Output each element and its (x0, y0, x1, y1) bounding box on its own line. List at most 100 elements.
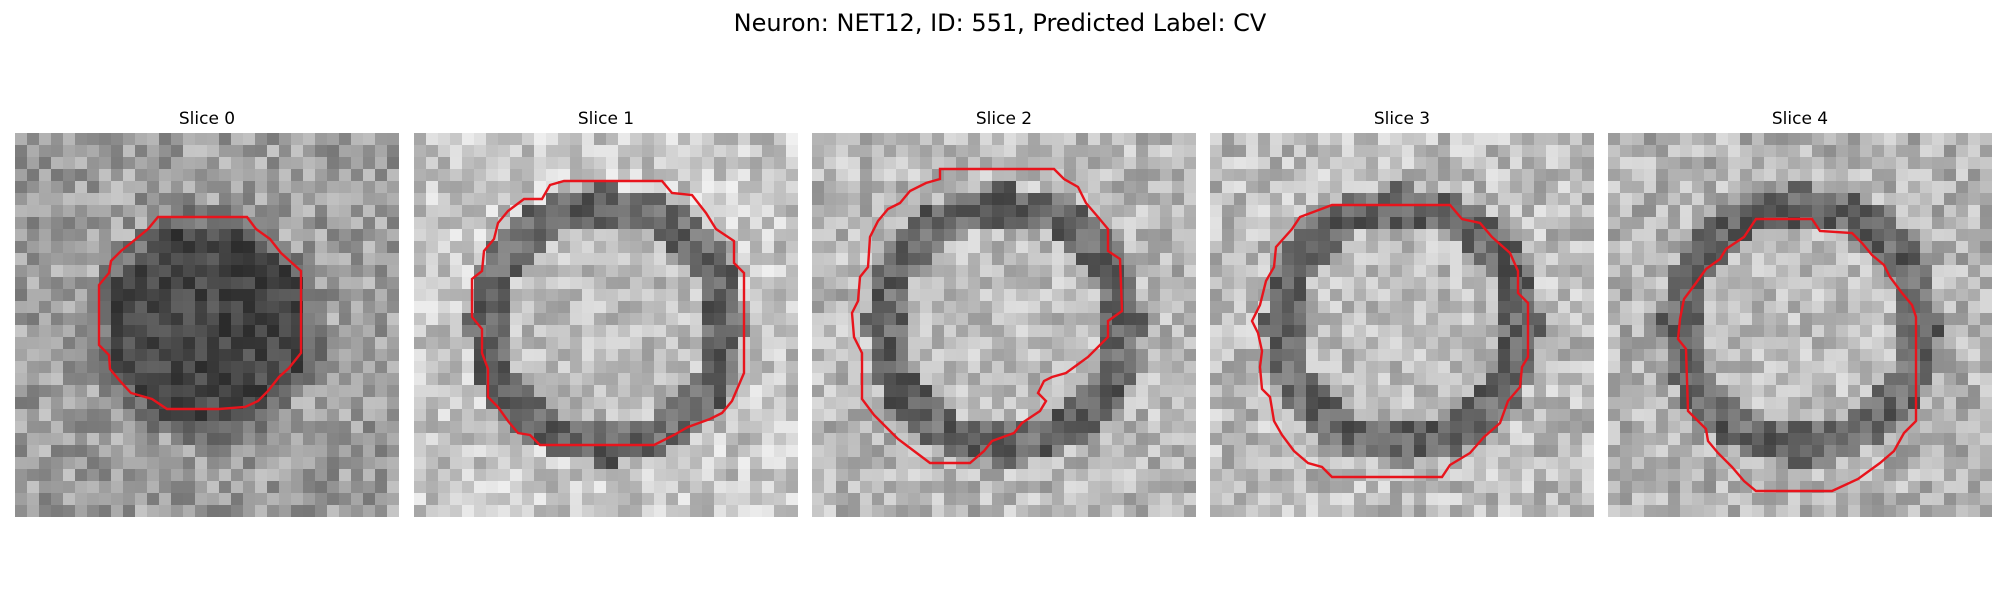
pixel (944, 421, 957, 434)
pixel (111, 193, 124, 206)
pixel (195, 457, 208, 470)
pixel (207, 493, 220, 506)
pixel (1390, 145, 1403, 158)
pixel (750, 301, 763, 314)
pixel (351, 361, 364, 374)
pixel (363, 493, 376, 506)
pixel (426, 445, 439, 458)
pixel (438, 433, 451, 446)
pixel (920, 409, 933, 422)
pixel (1378, 169, 1391, 182)
pixel (1100, 421, 1113, 434)
pixel (243, 481, 256, 494)
pixel (1450, 157, 1463, 170)
pixel (690, 265, 703, 278)
pixel (1570, 313, 1583, 326)
pixel (351, 193, 364, 206)
pixel (956, 241, 969, 254)
pixel (15, 289, 28, 302)
pixel (255, 193, 268, 206)
pixel (1028, 337, 1041, 350)
pixel (1160, 265, 1173, 278)
pixel (1076, 325, 1089, 338)
pixel (1076, 133, 1089, 146)
pixel (1016, 469, 1029, 482)
pixel (992, 145, 1005, 158)
pixel (1414, 205, 1427, 218)
pixel (99, 373, 112, 386)
pixel (1210, 313, 1223, 326)
pixel (1378, 253, 1391, 266)
pixel (1160, 205, 1173, 218)
pixel (363, 193, 376, 206)
pixel (135, 361, 148, 374)
pixel (1390, 253, 1403, 266)
pixel (836, 409, 849, 422)
pixel (498, 433, 511, 446)
pixel (1438, 193, 1451, 206)
pixel (1342, 397, 1355, 410)
pixel (1366, 325, 1379, 338)
pixel (1112, 229, 1125, 242)
pixel (1076, 397, 1089, 410)
pixel (992, 253, 1005, 266)
pixel (932, 277, 945, 290)
pixel (558, 193, 571, 206)
pixel (1546, 145, 1559, 158)
pixel (896, 289, 909, 302)
pixel (1402, 181, 1415, 194)
pixel (666, 505, 679, 517)
pixel (63, 169, 76, 182)
pixel (546, 253, 559, 266)
pixel (738, 169, 751, 182)
pixel (944, 445, 957, 458)
pixel (1160, 421, 1173, 434)
pixel (1426, 337, 1439, 350)
pixel (387, 169, 399, 182)
pixel (1498, 373, 1511, 386)
pixel (1462, 361, 1475, 374)
figure-title: Neuron: NET12, ID: 551, Predicted Label:… (733, 9, 1267, 37)
pixel (1270, 313, 1283, 326)
pixel (848, 445, 861, 458)
pixel (1354, 301, 1367, 314)
pixel (1546, 241, 1559, 254)
pixel (1498, 457, 1511, 470)
pixel (387, 457, 399, 470)
pixel (1570, 253, 1583, 266)
pixel (195, 301, 208, 314)
pixel (582, 373, 595, 386)
pixel (1486, 361, 1499, 374)
pixel (714, 277, 727, 290)
pixel (884, 505, 897, 517)
pixel (1234, 337, 1247, 350)
pixel (1402, 337, 1415, 350)
pixel (279, 373, 292, 386)
pixel (786, 433, 798, 446)
pixel (1318, 361, 1331, 374)
pixel (1378, 385, 1391, 398)
pixel (1570, 385, 1583, 398)
pixel (750, 265, 763, 278)
pixel (1148, 193, 1161, 206)
pixel (171, 205, 184, 218)
pixel (980, 445, 993, 458)
pixel (666, 481, 679, 494)
pixel (1582, 145, 1594, 158)
pixel (135, 133, 148, 146)
pixel (1438, 277, 1451, 290)
pixel (836, 493, 849, 506)
pixel (522, 133, 535, 146)
pixel (27, 337, 40, 350)
pixel (387, 481, 399, 494)
pixel (980, 289, 993, 302)
pixel (1184, 301, 1196, 314)
pixel (812, 145, 825, 158)
pixel (183, 493, 196, 506)
pixel (1570, 241, 1583, 254)
pixel (1088, 457, 1101, 470)
pixel (1342, 205, 1355, 218)
pixel (1294, 169, 1307, 182)
pixel (315, 301, 328, 314)
pixel (1124, 193, 1137, 206)
